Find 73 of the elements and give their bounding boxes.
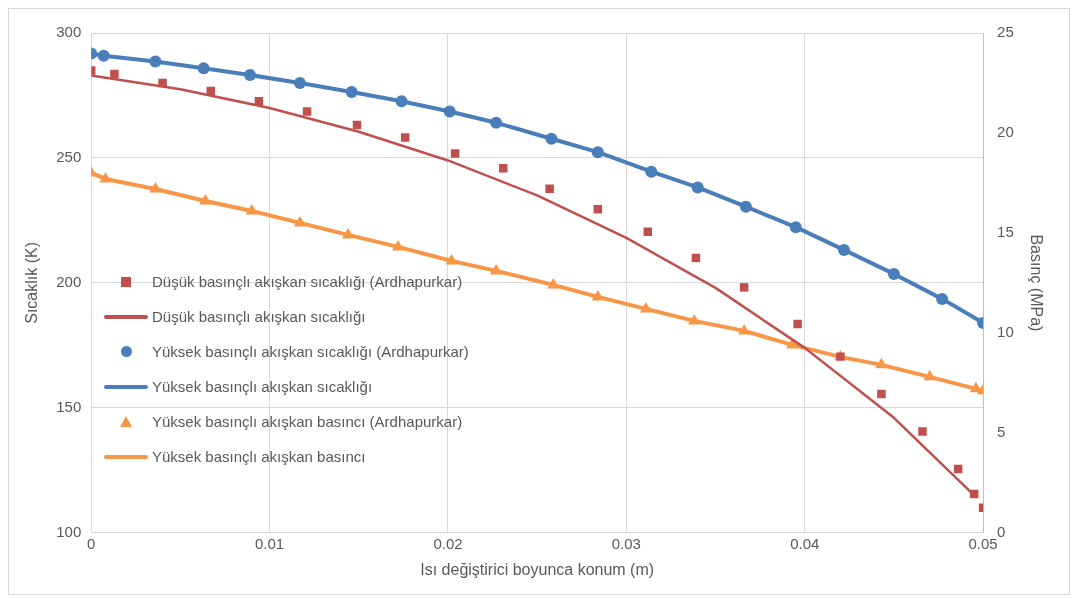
- point: [923, 369, 936, 381]
- x-tick-label: 0.01: [255, 534, 285, 552]
- point: [591, 146, 604, 159]
- x-axis-title: Isı değiştirici boyunca konum (m): [420, 560, 655, 578]
- point: [639, 301, 653, 313]
- point: [443, 105, 456, 118]
- point: [345, 85, 358, 98]
- point: [490, 263, 503, 275]
- point: [739, 200, 752, 213]
- point: [395, 95, 408, 108]
- point: [243, 68, 256, 81]
- legend-label: Düşük basınçlı akışkan sıcaklığı: [152, 308, 366, 325]
- y-tick-label: 300: [56, 23, 82, 41]
- point: [837, 243, 850, 256]
- point: [206, 86, 215, 96]
- y2-tick-label: 20: [997, 123, 1014, 141]
- y-tick-label: 100: [56, 522, 82, 540]
- point: [789, 221, 802, 234]
- y-axis-title: Sıcaklık (K): [23, 242, 41, 324]
- y2-tick-label: 5: [997, 422, 1006, 440]
- legend-label: Yüksek basınçlı akışkan basıncı (Ardhapurkar): [152, 413, 463, 430]
- point: [302, 107, 312, 116]
- point: [688, 313, 701, 325]
- point: [450, 149, 460, 158]
- legend-label: Yüksek basınçlı akışkan basıncı: [152, 448, 366, 465]
- point: [887, 267, 900, 280]
- point: [110, 69, 119, 79]
- x-tick-label: 0.04: [790, 534, 820, 552]
- point: [97, 49, 110, 62]
- point: [445, 253, 458, 265]
- y2-tick-label: 10: [997, 323, 1014, 341]
- legend-label: Yüksek basınçlı akışkan sıcaklığı: [152, 378, 373, 395]
- y2-tick-label: 15: [997, 223, 1014, 241]
- point: [547, 277, 560, 289]
- point: [400, 133, 410, 142]
- legend-label: Düşük basınçlı akışkan sıcaklığı (Ardhapurkar): [152, 273, 463, 290]
- point: [245, 203, 258, 215]
- y-tick-label: 250: [56, 148, 82, 166]
- y-tick-label: 150: [56, 397, 82, 415]
- point: [499, 163, 508, 173]
- point: [691, 181, 704, 194]
- legend-label: Yüksek basınçlı akışkan sıcaklığı (Ardhapurkar): [152, 343, 469, 360]
- point: [591, 289, 604, 301]
- point: [645, 165, 658, 178]
- point: [875, 357, 888, 369]
- point: [793, 319, 802, 329]
- point: [197, 62, 210, 75]
- y2-tick-label: 0: [997, 522, 1006, 540]
- point: [490, 116, 503, 129]
- point: [293, 76, 306, 89]
- x-tick-label: 0: [87, 534, 96, 552]
- point: [391, 239, 405, 251]
- y2-tick-label: 25: [997, 23, 1014, 41]
- point: [918, 427, 927, 436]
- point: [643, 227, 653, 236]
- point: [199, 193, 212, 205]
- y-tick-label: 200: [56, 273, 82, 291]
- x-tick-label: 0.05: [968, 534, 998, 552]
- point: [936, 292, 949, 305]
- point: [545, 184, 554, 193]
- point: [293, 215, 306, 227]
- point: [739, 283, 749, 292]
- point: [149, 55, 162, 68]
- point: [158, 78, 167, 88]
- x-tick-label: 0.02: [433, 534, 463, 552]
- point: [738, 323, 751, 335]
- point: [877, 389, 886, 399]
- point: [342, 227, 355, 239]
- y2-axis-title: Basınç (MPa): [1027, 234, 1045, 332]
- point: [545, 132, 558, 145]
- x-tick-label: 0.03: [611, 534, 641, 552]
- point: [149, 181, 162, 193]
- point: [99, 171, 112, 183]
